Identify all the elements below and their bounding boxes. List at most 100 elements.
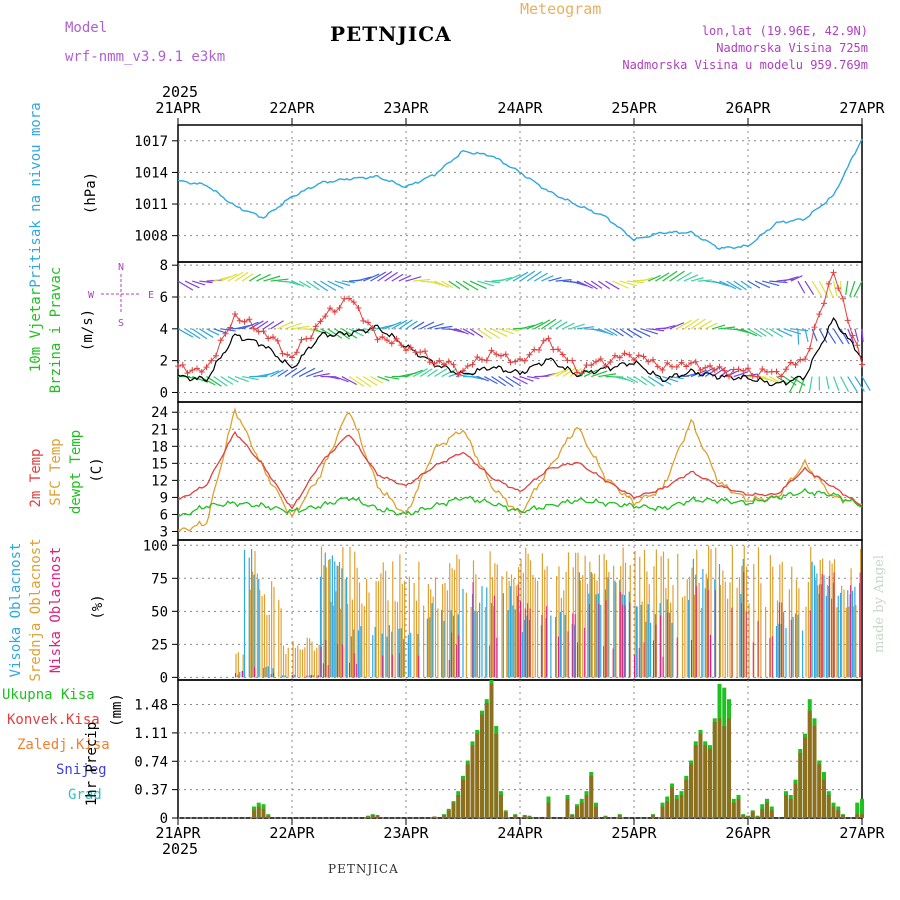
wind-gust-marker (612, 352, 618, 359)
wind-arrow (733, 280, 747, 291)
wind-arrow (448, 328, 465, 334)
y-tick-label: 1017 (134, 134, 168, 150)
precip-conv-bar (755, 816, 760, 818)
wind-arrow (270, 278, 289, 282)
precip-conv-bar (546, 802, 551, 818)
wind-arrow (762, 280, 780, 287)
wind-arrow (470, 375, 485, 381)
wind-arrow (655, 272, 670, 282)
wind-arrow (419, 368, 433, 378)
precip-conv-bar (499, 795, 503, 818)
year-label: 2025 (162, 83, 198, 101)
wind-gust-marker (388, 340, 395, 347)
wind-gust-marker (716, 363, 723, 370)
wind-gust-marker (759, 366, 766, 373)
wind-arrow (576, 326, 595, 330)
precip-conv-bar (689, 764, 693, 818)
wind-arrow (412, 368, 428, 378)
y-tick-label: 0 (160, 385, 168, 401)
y-tick-label: 1011 (134, 197, 168, 213)
wind-arrow (334, 375, 349, 383)
wind-arrow (377, 270, 393, 282)
precip-total-bar (860, 798, 864, 818)
wind-arrow (434, 280, 450, 289)
x-tick-label: 25APR (611, 99, 657, 117)
wind-gust-marker (355, 305, 362, 312)
pressure-line (177, 138, 863, 250)
x-tick-label: 24APR (497, 99, 543, 117)
wind-arrow (177, 280, 194, 291)
panel-frame (177, 401, 863, 541)
precip-conv-bar (565, 798, 570, 818)
wind-gust-marker (792, 361, 799, 368)
y-tick-label: 24 (151, 405, 168, 421)
wind-arrow (291, 367, 307, 378)
precip-conv-bar (480, 714, 484, 818)
precip-conv-bar (527, 816, 532, 818)
wind-gust-marker (251, 325, 257, 332)
precip-legend-item: Grad (68, 787, 102, 803)
wind-gust-marker (232, 311, 238, 318)
wind-gust-marker (821, 300, 827, 307)
wind-gust-marker (369, 325, 376, 332)
x-tick-label: 22APR (269, 824, 315, 842)
precip-conv-bar (484, 703, 489, 818)
wind-gust-marker (217, 337, 224, 344)
compass-west: W (88, 290, 95, 301)
wind-arrow (469, 280, 487, 290)
wind-arrow (832, 280, 838, 297)
wind-arrow (776, 328, 793, 337)
wind-gust-marker (740, 368, 747, 375)
wind-gust-marker (213, 352, 219, 359)
wind-arrow (640, 376, 656, 387)
precip-conv-bar (461, 779, 465, 818)
wind-arrow (847, 376, 858, 393)
wind-arrow (234, 375, 249, 383)
wind-arrow (355, 376, 372, 388)
wind-gust-marker (673, 363, 680, 370)
cloud-mid-label: Srednja Oblacnost (28, 538, 44, 681)
model-name: wrf-nmm_v3.9.1 e3km (65, 49, 226, 65)
wind-sublabel: Brzina i Pravac (48, 267, 64, 393)
pressure-unit: (hPa) (83, 172, 99, 214)
wind-gust-marker (379, 333, 386, 340)
y-tick-label: 4 (160, 322, 168, 338)
wind-gust-marker (493, 351, 500, 358)
y-tick-label: 15 (151, 456, 168, 472)
wind-gust-marker (194, 365, 200, 372)
x-tick-label: 23APR (383, 99, 429, 117)
y-tick-label: 50 (151, 604, 168, 620)
compass-north: N (118, 262, 124, 273)
wind-gust-marker (374, 336, 381, 343)
wind-arrow (633, 376, 647, 386)
wind-gust-marker (811, 324, 818, 331)
wind-arrow (298, 280, 311, 289)
wind-gust-marker (422, 348, 428, 355)
wind-arrow (362, 376, 378, 386)
wind-speed-line (177, 316, 863, 387)
wind-arrow (598, 328, 614, 336)
wind-arrow (853, 280, 863, 298)
wind-gust-marker (175, 363, 181, 370)
wind-arrow (505, 376, 522, 387)
wind-arrow (747, 328, 763, 338)
wind-arrow (669, 270, 685, 282)
wind-arrow (804, 328, 809, 343)
model-label: Model (65, 20, 108, 36)
wind-gust-marker (198, 369, 205, 376)
wind-arrow (640, 276, 654, 282)
precip-conv-bar (366, 816, 370, 818)
wind-arrow (712, 324, 726, 330)
precip-conv-bar (855, 814, 860, 818)
precip-conv-bar (712, 722, 717, 818)
wind-arrow (690, 318, 706, 330)
wind-arrow (598, 280, 611, 290)
wind-gust-marker (697, 367, 704, 374)
wind-gust-marker (298, 336, 305, 343)
wind-gust-marker (265, 335, 272, 342)
wind-arrow (569, 280, 588, 287)
precip-conv-bar (674, 798, 679, 818)
wind-gust-marker (621, 350, 628, 357)
wind-gust-marker (726, 373, 732, 380)
